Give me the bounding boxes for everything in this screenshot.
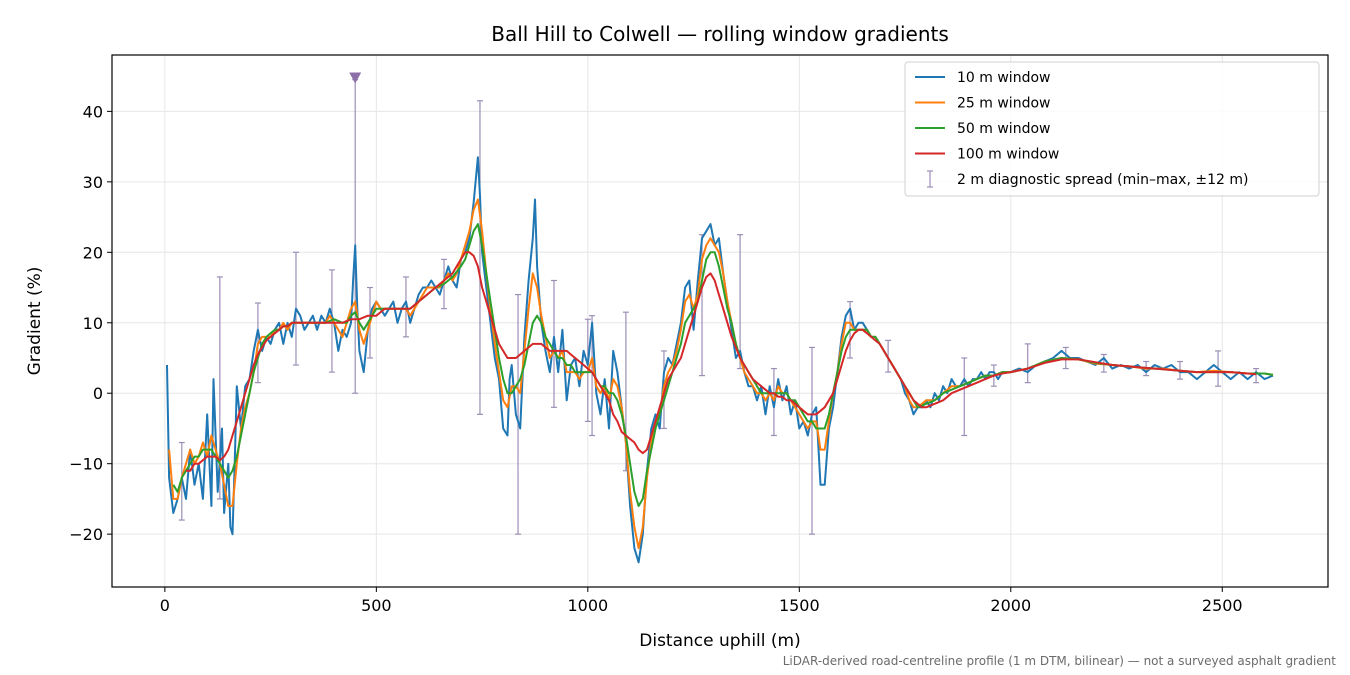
spread-bar [1024,343,1031,384]
x-tick-label: 2000 [990,596,1031,615]
spread-bar [402,276,409,338]
y-axis-label: Gradient (%) [25,267,45,376]
plot-frame [111,54,1329,588]
y-tick-label: 40 [83,102,103,121]
series-line-w10 [166,156,1274,564]
legend-label-w25: 25 m window [957,96,1050,112]
legend-label-w100: 100 m window [957,147,1059,163]
legend-label-w50: 50 m window [957,121,1050,137]
peak-marker [349,72,362,84]
spread-bar [737,234,744,370]
spread-bar [808,346,815,535]
axis-ticks: 0 500 1000 1500 2000 2500 −20 −10 0 10 20 30 40 [69,102,1242,615]
spread-bar [1253,367,1260,384]
spread-bar [961,357,968,437]
x-tick-label: 1500 [779,596,820,615]
y-tick-label: −20 [69,525,103,544]
y-tick-label: 0 [93,384,103,403]
series-line-w100 [186,251,1257,472]
y-tick-label: −10 [69,455,103,474]
x-tick-label: 2500 [1202,596,1243,615]
series-lines [166,156,1274,564]
x-axis-label: Distance uphill (m) [639,631,800,651]
legend: 10 m window 25 m window 50 m window 100 m w… [904,61,1320,197]
legend-box [904,61,1320,197]
spread-bar [515,293,522,535]
y-tick-label: 10 [83,314,103,333]
caption: LiDAR-derived road-centreline profile (1… [783,654,1337,668]
y-tick-label: 30 [83,173,103,192]
spread-bar [476,100,483,415]
x-tick-label: 500 [361,596,392,615]
y-tick-label: 20 [83,243,103,262]
legend-label-spread: 2 m diagnostic spread (min–max, ±12 m) [957,172,1248,188]
spread-bar [352,79,359,394]
x-tick-label: 1000 [567,596,608,615]
legend-label-w10: 10 m window [957,70,1050,86]
x-tick-label: 0 [160,596,170,615]
chart-title: Ball Hill to Colwell — rolling window gr… [491,22,949,46]
peak-marker-triangle [349,72,362,84]
